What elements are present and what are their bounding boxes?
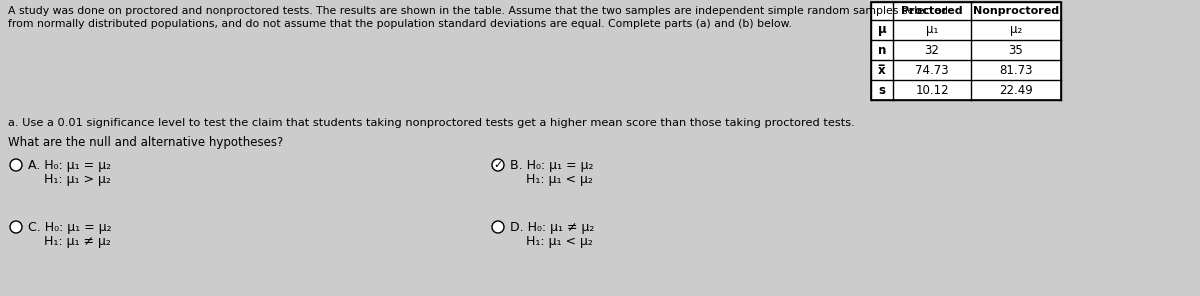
Text: Nonproctored: Nonproctored: [973, 6, 1060, 16]
Text: B. H₀: μ₁ = μ₂: B. H₀: μ₁ = μ₂: [510, 159, 594, 172]
Text: C. H₀: μ₁ = μ₂: C. H₀: μ₁ = μ₂: [28, 221, 112, 234]
Text: D. H₀: μ₁ ≠ μ₂: D. H₀: μ₁ ≠ μ₂: [510, 221, 594, 234]
Text: H₁: μ₁ ≠ μ₂: H₁: μ₁ ≠ μ₂: [28, 235, 110, 248]
Text: A. H₀: μ₁ = μ₂: A. H₀: μ₁ = μ₂: [28, 159, 112, 172]
Text: 10.12: 10.12: [916, 83, 949, 96]
Text: Proctored: Proctored: [901, 6, 962, 16]
Circle shape: [492, 221, 504, 233]
Circle shape: [10, 159, 22, 171]
Bar: [871, 2, 1061, 100]
Text: μ₂: μ₂: [1010, 23, 1022, 36]
Text: a. Use a 0.01 significance level to test the claim that students taking nonproct: a. Use a 0.01 significance level to test…: [8, 118, 854, 128]
Text: μ₁: μ₁: [926, 23, 938, 36]
Circle shape: [10, 221, 22, 233]
Text: s: s: [878, 83, 886, 96]
Text: 74.73: 74.73: [916, 64, 949, 76]
Text: H₁: μ₁ > μ₂: H₁: μ₁ > μ₂: [28, 173, 110, 186]
Text: x̅: x̅: [878, 64, 886, 76]
Text: n: n: [878, 44, 886, 57]
Text: 35: 35: [1009, 44, 1024, 57]
Text: 32: 32: [924, 44, 940, 57]
Text: ✓: ✓: [493, 160, 503, 170]
Text: μ: μ: [877, 23, 887, 36]
Circle shape: [492, 159, 504, 171]
Text: 22.49: 22.49: [1000, 83, 1033, 96]
Text: from normally distributed populations, and do not assume that the population sta: from normally distributed populations, a…: [8, 19, 792, 29]
Text: H₁: μ₁ < μ₂: H₁: μ₁ < μ₂: [510, 173, 593, 186]
Text: A study was done on proctored and nonproctored tests. The results are shown in t: A study was done on proctored and nonpro…: [8, 6, 948, 16]
Text: What are the null and alternative hypotheses?: What are the null and alternative hypoth…: [8, 136, 283, 149]
Text: 81.73: 81.73: [1000, 64, 1033, 76]
Text: H₁: μ₁ < μ₂: H₁: μ₁ < μ₂: [510, 235, 593, 248]
